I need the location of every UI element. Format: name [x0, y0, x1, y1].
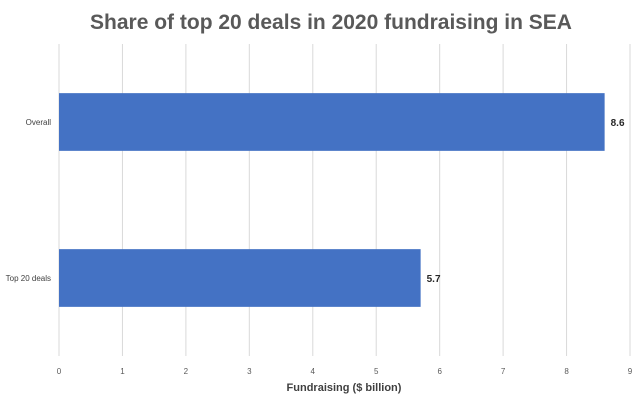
x-tick-label: 8	[564, 367, 569, 376]
data-label: 5.7	[427, 274, 441, 285]
x-tick-label: 0	[57, 367, 62, 376]
x-tick-label: 1	[120, 367, 125, 376]
gridlines	[58, 44, 631, 356]
x-axis-label: Fundraising ($ billion)	[287, 382, 402, 394]
bars	[59, 93, 605, 307]
x-tick-label: 2	[184, 367, 189, 376]
x-tick-label: 6	[437, 367, 442, 376]
x-tick-label: 4	[311, 367, 316, 376]
bar	[59, 93, 605, 151]
data-label: 8.6	[611, 118, 625, 129]
category-label: Overall	[26, 118, 52, 127]
chart-title: Share of top 20 deals in 2020 fundraisin…	[90, 11, 572, 34]
category-labels: Overall Top 20 deals	[6, 118, 52, 283]
x-tick-label: 3	[247, 367, 252, 376]
x-axis-ticks: 0 1 2 3 4 5 6 7 8 9	[57, 367, 633, 376]
data-labels: 8.6 5.7	[427, 118, 625, 285]
category-label: Top 20 deals	[6, 274, 51, 283]
x-tick-label: 5	[374, 367, 379, 376]
bar	[59, 249, 421, 307]
x-tick-label: 9	[628, 367, 633, 376]
x-tick-label: 7	[501, 367, 506, 376]
